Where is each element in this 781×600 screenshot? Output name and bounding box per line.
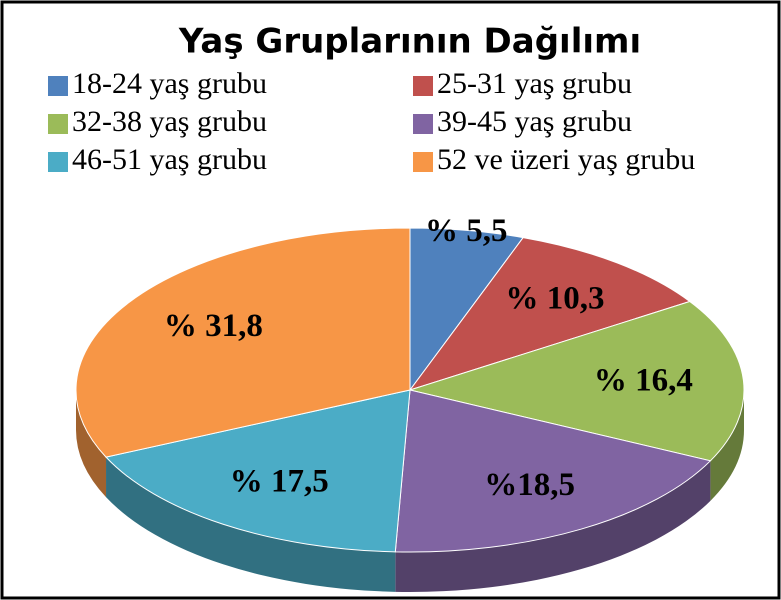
- data-label: % 16,4: [594, 362, 693, 398]
- legend-label: 25-31 yaş grubu: [437, 67, 632, 100]
- legend-swatch: [413, 152, 433, 172]
- legend-swatch: [413, 76, 433, 96]
- slice: [408, 300, 745, 462]
- legend-label: 18-24 yaş grubu: [72, 67, 267, 100]
- legend-swatch: [48, 152, 68, 172]
- legend-swatch: [413, 114, 433, 134]
- data-label: % 10,3: [506, 281, 605, 317]
- slice-side: [76, 390, 107, 498]
- legend-swatch: [48, 114, 68, 134]
- data-label: % 17,5: [230, 464, 329, 500]
- chart-title: Yaş Gruplarının Dağılımı: [178, 22, 641, 62]
- slice: [408, 237, 691, 391]
- slice: [105, 389, 411, 553]
- data-label: % 5,5: [425, 213, 508, 249]
- slice-side: [395, 460, 711, 592]
- legend-label: 46-51 yaş grubu: [72, 143, 267, 176]
- legend-label: 32-38 yaş grubu: [72, 105, 267, 138]
- slice-side: [710, 390, 744, 501]
- slice: [394, 389, 712, 553]
- legend-label: 39-45 yaş grubu: [437, 105, 632, 138]
- slice-side: [106, 457, 396, 592]
- slice: [75, 227, 411, 458]
- legend-label: 52 ve üzeri yaş grubu: [437, 143, 695, 176]
- data-label: %18,5: [484, 467, 575, 503]
- legend-swatch: [48, 76, 68, 96]
- data-label: % 31,8: [164, 308, 263, 344]
